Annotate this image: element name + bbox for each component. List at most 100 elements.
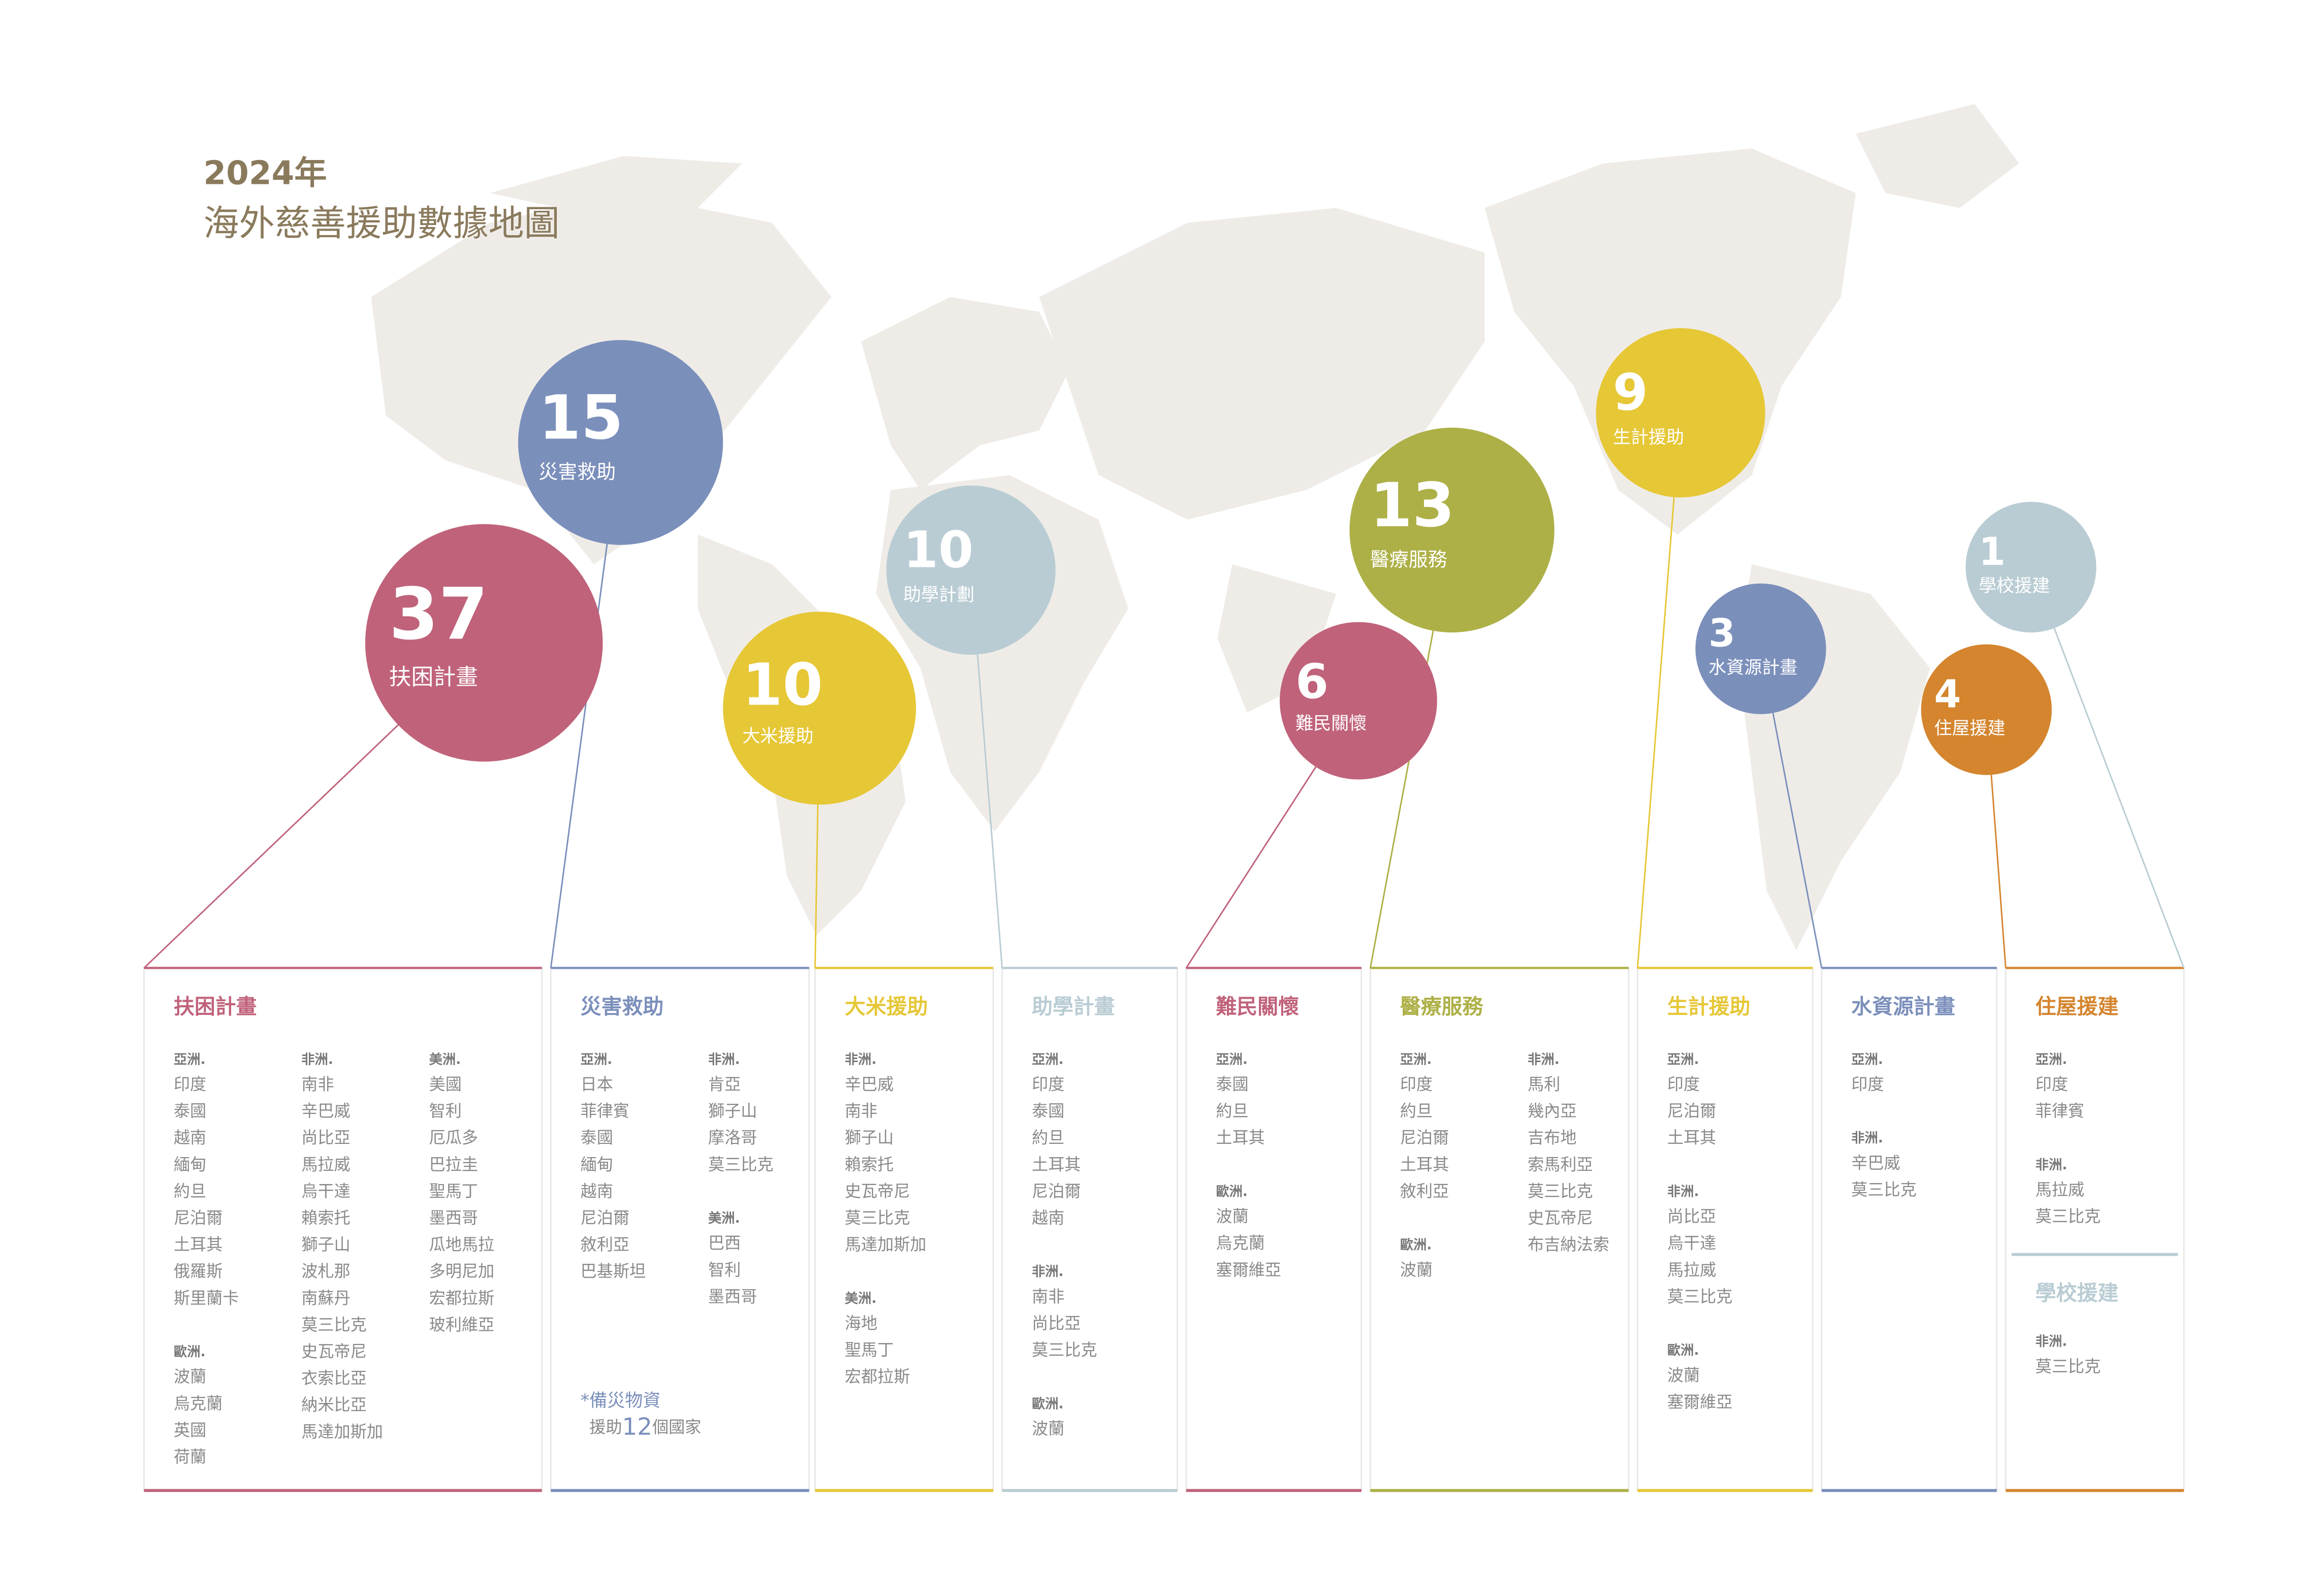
country: 塞爾維亞 xyxy=(1667,1392,1733,1412)
country: 辛巴威 xyxy=(1851,1153,1900,1172)
country: 瓜地馬拉 xyxy=(429,1235,494,1254)
country: 馬拉威 xyxy=(301,1155,350,1174)
panel-title: 難民關懷 xyxy=(1216,995,1299,1019)
region-label: 美洲. xyxy=(845,1291,877,1306)
country: 菲律賓 xyxy=(2036,1101,2084,1121)
panel-title: 助學計畫 xyxy=(1032,995,1115,1019)
bubble xyxy=(723,612,916,805)
country: 莫三比克 xyxy=(2036,1357,2101,1376)
country: 塞爾維亞 xyxy=(1216,1260,1281,1280)
region-label: 歐洲. xyxy=(1400,1238,1432,1253)
region-label: 非洲. xyxy=(2036,1158,2068,1173)
panel-frame xyxy=(1185,967,1362,1491)
country: 宏都拉斯 xyxy=(845,1367,910,1386)
country: 約旦 xyxy=(1216,1101,1248,1121)
country: 越南 xyxy=(174,1128,206,1147)
region-label: 亞洲. xyxy=(1216,1052,1248,1067)
panel-title: 住屋援建 xyxy=(2036,995,2119,1019)
country: 墨西哥 xyxy=(708,1287,757,1306)
country: 土耳其 xyxy=(1400,1155,1449,1174)
country: 馬利 xyxy=(1528,1074,1560,1094)
country: 莫三比克 xyxy=(301,1315,367,1334)
connector xyxy=(1772,713,1823,968)
country: 莫三比克 xyxy=(1032,1340,1097,1360)
note-count: 12 xyxy=(622,1413,652,1441)
connector xyxy=(1636,497,1675,968)
country: 索馬利亞 xyxy=(1528,1155,1593,1174)
country: 吉布地 xyxy=(1528,1128,1576,1147)
country: 南非 xyxy=(301,1074,334,1094)
country: 泰國 xyxy=(174,1101,206,1121)
connector xyxy=(1185,766,1317,969)
bubble xyxy=(1921,644,2052,775)
bubble xyxy=(1596,328,1765,498)
panel-frame xyxy=(2005,967,2185,1491)
country: 摩洛哥 xyxy=(708,1128,757,1147)
country: 史瓦帝尼 xyxy=(301,1342,367,1361)
region-label: 歐洲. xyxy=(1032,1396,1064,1412)
country: 美國 xyxy=(429,1074,462,1094)
bubble-label: 學校援建 xyxy=(1979,576,2050,596)
country: 聖馬丁 xyxy=(429,1182,478,1201)
region-label: 非洲. xyxy=(1851,1131,1883,1146)
country: 土耳其 xyxy=(174,1235,223,1254)
bubble-label: 生計援助 xyxy=(1613,427,1684,448)
country: 玻利維亞 xyxy=(429,1315,494,1334)
country: 荷蘭 xyxy=(174,1447,206,1466)
country: 幾內亞 xyxy=(1528,1101,1576,1121)
bubble xyxy=(1280,622,1437,780)
bubble-label: 水資源計畫 xyxy=(1708,657,1797,678)
country: 智利 xyxy=(429,1101,462,1121)
country: 巴西 xyxy=(708,1233,741,1253)
connector xyxy=(2053,628,2185,969)
connector xyxy=(1990,775,2007,968)
country: 印度 xyxy=(1400,1074,1433,1094)
country: 辛巴威 xyxy=(845,1074,894,1094)
country: 英國 xyxy=(174,1420,206,1440)
panel-title: 生計援助 xyxy=(1667,995,1751,1019)
bubble-count: 10 xyxy=(903,521,973,579)
country: 波蘭 xyxy=(1400,1260,1433,1280)
country: 多明尼加 xyxy=(429,1262,494,1281)
region-label: 非洲. xyxy=(1032,1264,1064,1280)
region-label: 亞洲. xyxy=(174,1052,206,1067)
bubble-count: 4 xyxy=(1934,671,1961,716)
region-label: 美洲. xyxy=(708,1210,740,1226)
region-label: 歐洲. xyxy=(1216,1184,1248,1199)
country: 南非 xyxy=(1032,1287,1064,1306)
region-label: 亞洲. xyxy=(1667,1052,1699,1067)
title: 海外慈善援助數據地圖 xyxy=(203,202,559,244)
bubble-count: 10 xyxy=(742,651,823,718)
country: 厄瓜多 xyxy=(429,1128,478,1147)
region-label: 非洲. xyxy=(1667,1184,1699,1199)
note-suffix: 個國家 xyxy=(652,1418,701,1437)
bubble-count: 6 xyxy=(1295,654,1328,710)
region-label: 非洲. xyxy=(301,1052,333,1067)
bubble-count: 37 xyxy=(389,573,488,656)
bubble-count: 3 xyxy=(1708,611,1735,656)
country: 辛巴威 xyxy=(301,1101,350,1121)
bubble xyxy=(1349,427,1554,633)
country: 南非 xyxy=(845,1101,877,1121)
connector xyxy=(976,654,1003,968)
country: 尼泊爾 xyxy=(1032,1182,1081,1201)
country: 獅子山 xyxy=(845,1128,894,1147)
panel-title: 水資源計畫 xyxy=(1851,995,1955,1019)
region-label: 非洲. xyxy=(1528,1052,1560,1067)
country: 烏克蘭 xyxy=(174,1394,223,1413)
country: 聖馬丁 xyxy=(845,1340,894,1360)
country: 尚比亞 xyxy=(1032,1314,1081,1333)
country: 海地 xyxy=(845,1314,877,1333)
bubble-label: 難民關懷 xyxy=(1295,713,1367,734)
bubble-label: 大米援助 xyxy=(742,726,813,747)
country: 烏干達 xyxy=(301,1182,350,1201)
country: 莫三比克 xyxy=(708,1155,774,1174)
bubble-label: 災害救助 xyxy=(538,461,616,483)
country: 馬達加斯加 xyxy=(845,1235,927,1254)
panel-title: 大米援助 xyxy=(845,995,928,1019)
panel-title: 學校援建 xyxy=(2036,1281,2119,1305)
country: 土耳其 xyxy=(1667,1128,1716,1147)
country: 莫三比克 xyxy=(1667,1287,1733,1306)
country: 波蘭 xyxy=(1667,1365,1700,1385)
region-label: 亞洲. xyxy=(1032,1052,1064,1067)
